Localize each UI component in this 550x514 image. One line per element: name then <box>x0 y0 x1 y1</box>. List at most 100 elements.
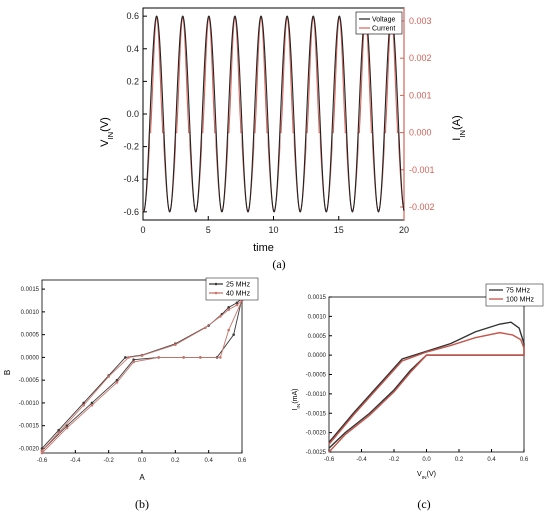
data-point-b <box>124 356 127 359</box>
legend-marker-b <box>214 282 218 286</box>
x-tick-label-b: 0.6 <box>238 458 247 464</box>
x-axis-label-a: time <box>253 242 274 254</box>
x-tick-label-c: -0.4 <box>356 457 367 463</box>
y-tick-label-b: 0.0010 <box>21 310 40 316</box>
y-right-tick-label-a: 0.000 <box>409 128 432 138</box>
y-right-tick-label-a: 0.002 <box>409 53 432 63</box>
data-point-b <box>199 356 202 359</box>
y-right-tick-label-a: 0.001 <box>409 90 432 100</box>
y-tick-label-c: 0.0010 <box>308 314 327 320</box>
x-tick-label-a: 0 <box>140 225 145 235</box>
data-point-b <box>90 401 94 405</box>
data-point-b <box>40 447 44 450</box>
data-point-b <box>57 428 60 432</box>
x-tick-label-b: -0.6 <box>37 458 48 464</box>
data-point-b <box>115 381 119 384</box>
legend-label-b: 25 MHz <box>226 282 251 289</box>
y-tick-label-b: -0.0010 <box>19 401 40 407</box>
data-point-b <box>82 401 85 405</box>
y-left-tick-label-a: -0.6 <box>123 207 139 217</box>
legend-label-c: 75 MHz <box>506 288 531 295</box>
series-line-c <box>328 321 525 449</box>
x-tick-label-c: 0.4 <box>487 457 496 463</box>
y-tick-label-b: 0.0015 <box>21 287 40 293</box>
data-point-b <box>82 403 85 407</box>
y-left-tick-label-a: 0.6 <box>126 11 139 21</box>
y-right-tick-label-a: -0.001 <box>409 165 435 175</box>
y-tick-label-c: 0.0000 <box>308 353 327 359</box>
y-tick-label-b: -0.0020 <box>19 446 40 452</box>
panel-b <box>40 277 259 455</box>
caption-a: (a) <box>272 257 285 271</box>
y-left-tick-label-a: 0.4 <box>126 44 139 54</box>
y-tick-label-c: -0.0015 <box>306 411 327 417</box>
x-tick-label-a: 5 <box>206 225 211 235</box>
x-tick-label-b: -0.2 <box>103 458 114 464</box>
y-tick-label-c: -0.0010 <box>306 392 327 398</box>
series-line-b <box>41 296 243 452</box>
series-voltage-line <box>142 15 405 213</box>
x-tick-label-b: 0.4 <box>204 458 213 464</box>
legend-marker-b <box>214 291 218 295</box>
x-tick-label-a: 15 <box>334 225 344 235</box>
data-point-b <box>115 378 119 382</box>
plot-frame-c <box>328 296 525 453</box>
data-point-b <box>235 303 239 307</box>
y-tick-label-b: -0.0015 <box>19 424 40 430</box>
data-point-b <box>157 356 160 359</box>
data-point-b <box>227 308 230 311</box>
x-tick-label-a: 20 <box>399 225 409 235</box>
data-point-b <box>140 354 144 357</box>
y-left-tick-label-a: 0.0 <box>126 109 139 119</box>
y-tick-label-c: 0.0015 <box>308 295 327 301</box>
data-point-b <box>132 358 135 361</box>
caption-b: (b) <box>135 497 149 511</box>
y-tick-label-c: 0.0005 <box>308 334 327 340</box>
data-point-b <box>65 424 69 427</box>
y-right-axis-label-a: IIN(A) <box>451 115 467 140</box>
panel-c <box>328 283 544 453</box>
x-tick-label-c: 0.0 <box>422 457 431 463</box>
data-point-b <box>204 326 207 330</box>
x-axis-label-b: A <box>139 473 145 482</box>
x-axis-label-c: VIN(V) <box>417 471 436 481</box>
data-point-b <box>57 431 60 434</box>
legend-label-a: Voltage <box>372 17 395 24</box>
caption-c: (c) <box>417 497 430 511</box>
y-left-axis-label-a: VIN(V) <box>99 117 115 147</box>
y-tick-label-c: -0.0025 <box>306 450 327 456</box>
data-point-b <box>132 360 135 364</box>
plot-frame-b <box>41 279 243 454</box>
data-point-b <box>65 426 69 430</box>
y-tick-label-b: 0.0005 <box>21 333 40 339</box>
data-point-b <box>227 328 230 332</box>
y-left-tick-label-a: 0.2 <box>126 76 139 86</box>
panel-a <box>142 7 405 221</box>
series-line-c <box>328 331 525 453</box>
x-tick-label-a: 10 <box>268 225 278 235</box>
y-axis-label-b: B <box>3 370 12 375</box>
y-tick-label-b: -0.0005 <box>19 378 40 384</box>
data-point-b <box>235 301 239 305</box>
y-left-tick-label-a: -0.2 <box>123 142 139 152</box>
series-current-line <box>142 16 405 212</box>
data-point-b <box>219 356 222 359</box>
x-tick-label-c: -0.6 <box>324 457 335 463</box>
data-point-b <box>40 449 44 453</box>
x-tick-label-c: 0.6 <box>520 457 529 463</box>
legend-label-a: Current <box>372 26 395 33</box>
x-tick-label-b: -0.4 <box>70 458 81 464</box>
legend-label-c: 100 MHz <box>506 297 535 304</box>
data-point-b <box>107 375 110 378</box>
y-right-tick-label-a: 0.003 <box>409 16 432 26</box>
y-left-tick-label-a: -0.4 <box>123 174 139 184</box>
data-point-b <box>90 403 94 407</box>
x-tick-label-c: -0.2 <box>389 457 400 463</box>
data-point-b <box>182 356 185 359</box>
data-point-b <box>232 333 235 336</box>
x-tick-label-b: 0.0 <box>138 458 147 464</box>
data-point-b <box>227 306 230 309</box>
y-tick-label-b: 0.0000 <box>21 355 40 361</box>
y-axis-label-c: IIN(mA) <box>292 388 302 410</box>
